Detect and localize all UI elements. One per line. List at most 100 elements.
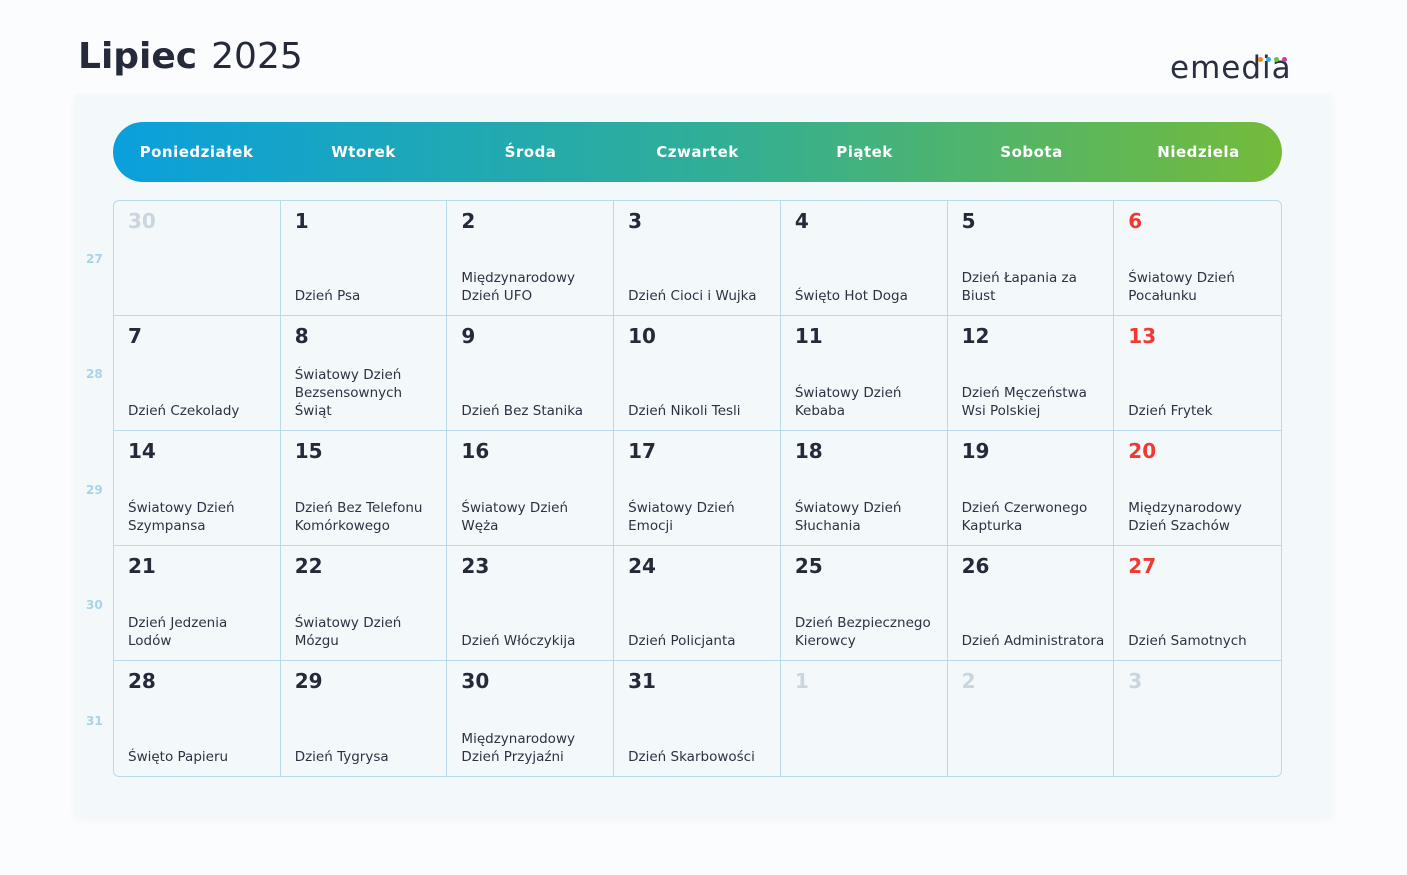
day-number: 22	[294, 554, 323, 578]
event-label: Dzień Nikoli Tesli	[628, 403, 741, 419]
event-label: Dzień Włóczykija	[461, 633, 576, 649]
week-number: 29	[86, 482, 103, 497]
day-cell[interactable]: 28 Święto Papieru	[114, 661, 281, 776]
logo-dots	[1258, 57, 1287, 62]
year-label: 2025	[211, 36, 303, 77]
logo-dot	[1258, 57, 1263, 62]
day-cell[interactable]: 24 Dzień Policjanta	[614, 546, 781, 661]
week-number: 27	[86, 252, 103, 266]
event-label: Międzynarodowy Dzień UFO	[461, 270, 575, 304]
emedia-logo: emedia	[1170, 50, 1292, 86]
day-cell[interactable]: 5 Dzień Łapania za Biust	[947, 201, 1115, 316]
day-cell[interactable]: 3 Dzień Cioci i Wujka	[614, 201, 781, 316]
event-label: Dzień Bez Telefonu Komórkowego	[294, 500, 423, 534]
day-cell[interactable]: 31 Dzień Skarbowości	[614, 661, 781, 776]
day-number: 24	[628, 554, 656, 578]
day-number: 23	[461, 554, 490, 578]
day-number: 31	[628, 669, 656, 693]
day-cell[interactable]: 21 Dzień Jedzenia Lodów	[114, 546, 281, 661]
day-cell[interactable]: 15 Dzień Bez Telefonu Komórkowego	[280, 431, 448, 546]
day-number: 19	[961, 439, 990, 463]
weekday-label: Wtorek	[331, 143, 396, 161]
day-cell[interactable]: 9 Dzień Bez Stanika	[447, 316, 615, 431]
day-number: 11	[794, 324, 823, 348]
event-label: Dzień Jedzenia Lodów	[128, 615, 228, 649]
day-number: 2	[961, 669, 976, 693]
day-cell[interactable]: 23 Dzień Włóczykija	[447, 546, 615, 661]
day-cell[interactable]: 2 Międzynarodowy Dzień UFO	[447, 201, 615, 316]
day-number: 30	[128, 209, 156, 233]
day-cell[interactable]: 10 Dzień Nikoli Tesli	[614, 316, 781, 431]
day-number: 30	[461, 669, 490, 693]
day-cell[interactable]: 1 Dzień Psa	[280, 201, 448, 316]
day-cell[interactable]: 17 Światowy Dzień Emocji	[614, 431, 781, 546]
day-cell[interactable]: 30	[114, 201, 281, 316]
day-number: 27	[1128, 554, 1157, 578]
event-label: Światowy Dzień Emocji	[628, 500, 735, 534]
event-label: Światowy Dzień Kebaba	[794, 385, 902, 419]
event-label: Międzynarodowy Dzień Szachów	[1128, 500, 1242, 534]
day-number: 17	[628, 439, 656, 463]
day-number: 10	[628, 324, 656, 348]
month-label: Lipiec	[78, 36, 198, 77]
day-cell[interactable]: 7 Dzień Czekolady	[114, 316, 281, 431]
event-label: Święto Papieru	[128, 749, 229, 765]
day-number: 20	[1128, 439, 1157, 463]
day-cell[interactable]: 29 Dzień Tygrysa	[281, 661, 448, 776]
day-number: 1	[294, 209, 309, 233]
day-number: 2	[461, 209, 476, 233]
day-number: 6	[1128, 209, 1143, 233]
day-cell[interactable]: 2	[948, 661, 1115, 776]
day-cell[interactable]: 12 Dzień Męczeństwa Wsi Polskiej	[947, 316, 1115, 431]
day-number: 15	[294, 439, 323, 463]
event-label: Święto Hot Doga	[794, 288, 908, 304]
day-cell[interactable]: 19 Dzień Czerwonego Kapturka	[947, 431, 1115, 546]
day-cell[interactable]: 1	[781, 661, 948, 776]
day-cell[interactable]: 20 Międzynarodowy Dzień Szachów	[1114, 431, 1281, 546]
day-cell[interactable]: 14 Światowy Dzień Szympansa	[114, 431, 281, 546]
event-label: Dzień Łapania za Biust	[961, 270, 1077, 304]
event-label: Dzień Czerwonego Kapturka	[961, 500, 1088, 534]
event-label: Dzień Frytek	[1128, 403, 1213, 419]
weekday-label: Poniedziałek	[139, 143, 254, 161]
day-cell[interactable]: 11 Światowy Dzień Kebaba	[780, 316, 948, 431]
day-number: 8	[294, 324, 309, 348]
day-cell[interactable]: 22 Światowy Dzień Mózgu	[280, 546, 448, 661]
event-label: Dzień Męczeństwa Wsi Polskiej	[961, 385, 1087, 419]
event-label: Dzień Policjanta	[628, 633, 736, 649]
day-cell[interactable]: 30 Międzynarodowy Dzień Przyjaźni	[447, 661, 615, 776]
event-label: Dzień Bezpiecznego Kierowcy	[794, 615, 931, 649]
day-cell[interactable]: 4 Święto Hot Doga	[780, 201, 948, 316]
day-cell[interactable]: 3	[1114, 661, 1281, 776]
week-number: 28	[86, 367, 103, 382]
weekday-label: Czwartek	[656, 143, 739, 161]
day-cell[interactable]: 18 Światowy Dzień Słuchania	[780, 431, 948, 546]
week-number: 31	[86, 713, 103, 728]
calendar-grid: 30 1 Dzień Psa 2 Międzynarodowy Dzień UFO 3 Dz…	[113, 200, 1282, 777]
weekday-label: Sobota	[1000, 143, 1063, 161]
page-title: Lipiec 2025	[78, 36, 303, 77]
weekday-label: Niedziela	[1157, 143, 1240, 161]
logo-dot	[1266, 57, 1271, 62]
event-label: Dzień Tygrysa	[294, 749, 389, 765]
day-number: 28	[128, 669, 156, 693]
event-label: Dzień Samotnych	[1128, 633, 1247, 649]
day-cell[interactable]: 27 Dzień Samotnych	[1114, 546, 1281, 661]
day-number: 3	[1128, 669, 1143, 693]
day-cell[interactable]: 16 Światowy Dzień Węża	[447, 431, 615, 546]
day-cell[interactable]: 26 Dzień Administratora	[947, 546, 1115, 661]
day-number: 3	[628, 209, 643, 233]
day-cell[interactable]: 8 Światowy Dzień Bezsensownych Świąt	[280, 316, 448, 431]
day-cell[interactable]: 25 Dzień Bezpiecznego Kierowcy	[780, 546, 948, 661]
event-label: Międzynarodowy Dzień Przyjaźni	[461, 731, 575, 765]
event-label: Światowy Dzień Pocałunku	[1128, 270, 1235, 304]
day-cell[interactable]: 6 Światowy Dzień Pocałunku	[1114, 201, 1281, 316]
calendar-card	[75, 95, 1332, 818]
day-number: 25	[794, 554, 823, 578]
event-label: Światowy Dzień Węża	[461, 500, 569, 534]
day-number: 5	[961, 209, 976, 233]
event-label: Światowy Dzień Mózgu	[294, 615, 402, 649]
day-number: 29	[294, 669, 323, 693]
day-cell[interactable]: 13 Dzień Frytek	[1114, 316, 1281, 431]
logo-dot	[1282, 57, 1287, 62]
